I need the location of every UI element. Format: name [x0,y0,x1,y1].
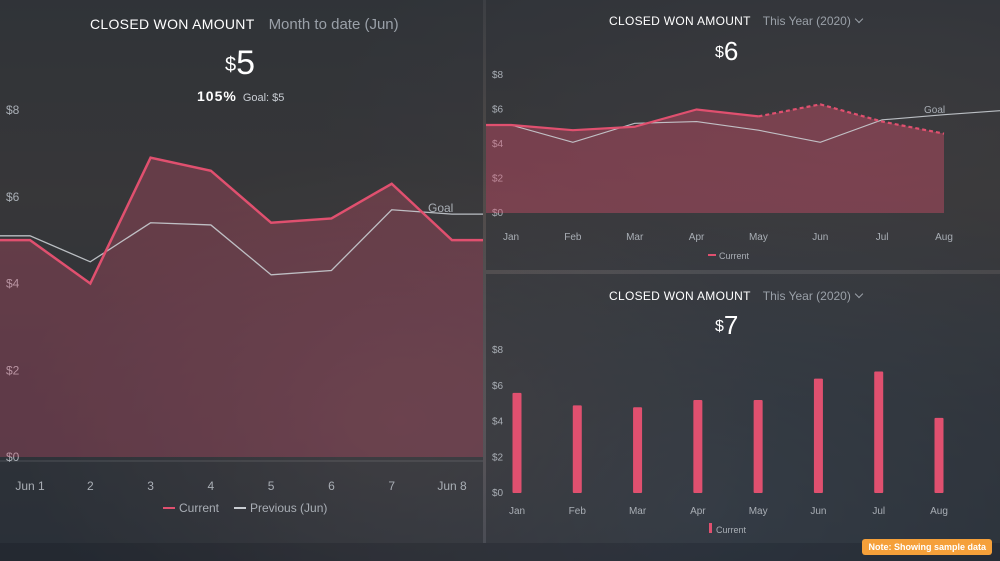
top-right-currency-symbol: $ [715,44,724,61]
bottom-right-widget-title: CLOSED WON AMOUNT [609,289,751,303]
x-tick-label: Feb [569,506,587,517]
bottom-right-title-row: CLOSED WON AMOUNT This Year (2020) [609,287,864,305]
left-title-row: CLOSED WON AMOUNT Month to date (Jun) [90,16,399,34]
x-tick-label: Mar [626,232,644,243]
x-tick-label: Jun [812,232,828,243]
current-series-line [486,108,759,132]
y-tick-label: $6 [492,105,504,116]
legend-current-swatch [709,523,712,533]
sample-data-note: Note: Showing sample data [862,539,992,555]
y-tick-label: $2 [492,174,504,185]
y-tick-label: $0 [492,488,504,499]
bottom-right-widget-panel [486,274,1000,543]
current-area-fill [0,157,483,457]
comparison-series-line [486,110,1000,143]
y-tick-label: $8 [492,70,504,81]
bar [633,407,643,493]
legend-current-label: Current [179,501,220,515]
bottom-right-period-dropdown[interactable]: This Year (2020) [762,289,851,303]
x-tick-label: Mar [629,506,647,517]
x-tick-label: Jun 8 [437,479,467,493]
x-tick-label: May [749,232,768,243]
x-tick-label: Jan [503,232,519,243]
left-value-number: 5 [236,44,256,82]
left-widget-title: CLOSED WON AMOUNT [90,16,255,32]
top-right-period-dropdown[interactable]: This Year (2020) [762,14,851,28]
current-series-line [0,156,483,286]
bar [693,400,703,493]
y-tick-label: $8 [6,103,20,117]
y-tick-label: $0 [492,208,504,219]
y-tick-label: $4 [492,417,504,428]
bar [753,400,763,493]
x-tick-label: Apr [690,506,706,517]
x-tick-label: 7 [388,479,395,493]
y-tick-label: $4 [492,139,504,150]
legend-previous-label: Previous (Jun) [250,501,327,515]
bottom-right-bar-chart: $0 $2 $4 $6 $8 Jan Feb Mar Apr May Jun Jul Aug Curren… [492,345,948,535]
top-right-kpi-value: $6 [715,36,738,67]
left-percent-of-goal: 105% [197,88,237,104]
bar [813,378,823,493]
top-right-value-number: 6 [723,36,739,66]
x-tick-label: Feb [564,232,582,243]
top-right-area-chart: $0 $2 $4 $6 $8 Jan Feb Mar Apr May Jun Jul Aug Goal Cu… [486,70,1000,261]
top-right-widget-title: CLOSED WON AMOUNT [609,14,751,28]
left-period-label: Month to date (Jun) [268,16,399,33]
y-tick-label: $8 [492,345,504,356]
bottom-right-kpi-value: $7 [715,310,738,341]
left-goal-line: 105% Goal: $5 [197,88,284,106]
top-right-title-row: CLOSED WON AMOUNT This Year (2020) [609,12,864,30]
x-tick-label: 3 [147,479,154,493]
y-tick-label: $0 [6,450,20,464]
bar [572,405,582,493]
legend-current-label: Current [719,251,750,261]
left-currency-symbol: $ [225,54,237,76]
x-tick-label: Apr [689,232,705,243]
top-right-widget-panel [486,0,1000,270]
current-area-fill [486,104,944,213]
legend-current-label: Current [716,525,747,535]
y-tick-label: $6 [492,381,504,392]
goal-line-label: Goal [924,105,945,116]
x-tick-label: 5 [268,479,275,493]
x-tick-label: Jul [872,506,885,517]
left-goal-label: Goal: $5 [242,92,285,104]
bottom-right-value-number: 7 [723,310,739,340]
bar [512,392,522,493]
bar [874,371,884,493]
left-line-chart: $0 $2 $4 $6 $8 Jun 1 2 3 4 5 6 7 Jun 8 Goal Current Pre… [0,103,483,515]
x-tick-label: 4 [208,479,215,493]
current-forecast-line [758,103,945,135]
x-tick-label: 6 [328,479,335,493]
footer-strip [0,543,1000,561]
left-kpi-value: $5 [225,44,255,83]
goal-line-label: Goal [428,201,453,215]
y-tick-label: $4 [6,277,20,291]
x-tick-label: Jul [876,232,889,243]
y-tick-label: $2 [492,452,504,463]
x-tick-label: Jun 1 [15,479,45,493]
x-tick-label: 2 [87,479,94,493]
x-tick-label: Jan [509,506,525,517]
x-tick-label: Jun [810,506,826,517]
bottom-right-currency-symbol: $ [715,318,724,335]
y-tick-label: $6 [6,190,20,204]
left-widget-panel [0,0,483,543]
y-tick-label: $2 [6,363,20,377]
x-tick-label: Aug [930,506,948,517]
x-tick-label: May [749,506,768,517]
x-tick-label: Aug [935,232,953,243]
bar [934,417,944,493]
